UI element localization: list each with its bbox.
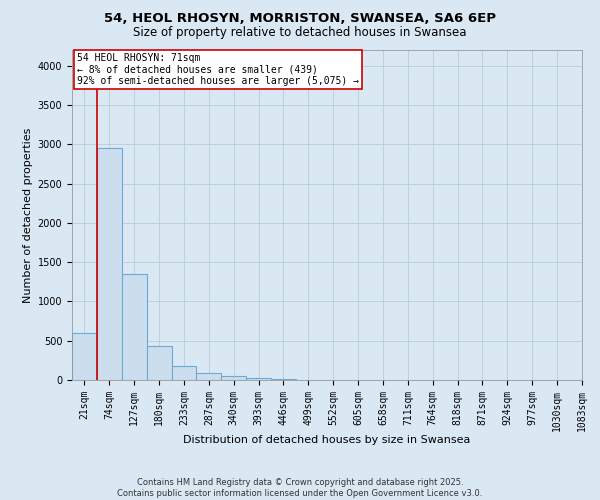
- Text: 54, HEOL RHOSYN, MORRISTON, SWANSEA, SA6 6EP: 54, HEOL RHOSYN, MORRISTON, SWANSEA, SA6…: [104, 12, 496, 26]
- Bar: [221, 376, 246, 380]
- Bar: [196, 373, 221, 380]
- Bar: [122, 274, 146, 380]
- Bar: [72, 333, 97, 380]
- Text: 54 HEOL RHOSYN: 71sqm
← 8% of detached houses are smaller (439)
92% of semi-deta: 54 HEOL RHOSYN: 71sqm ← 8% of detached h…: [77, 54, 359, 86]
- Y-axis label: Number of detached properties: Number of detached properties: [23, 128, 34, 302]
- Text: Contains HM Land Registry data © Crown copyright and database right 2025.
Contai: Contains HM Land Registry data © Crown c…: [118, 478, 482, 498]
- Text: Size of property relative to detached houses in Swansea: Size of property relative to detached ho…: [133, 26, 467, 39]
- X-axis label: Distribution of detached houses by size in Swansea: Distribution of detached houses by size …: [184, 435, 470, 445]
- Bar: [97, 148, 122, 380]
- Bar: [271, 379, 296, 380]
- Bar: [146, 346, 172, 380]
- Bar: [246, 378, 271, 380]
- Bar: [172, 366, 196, 380]
